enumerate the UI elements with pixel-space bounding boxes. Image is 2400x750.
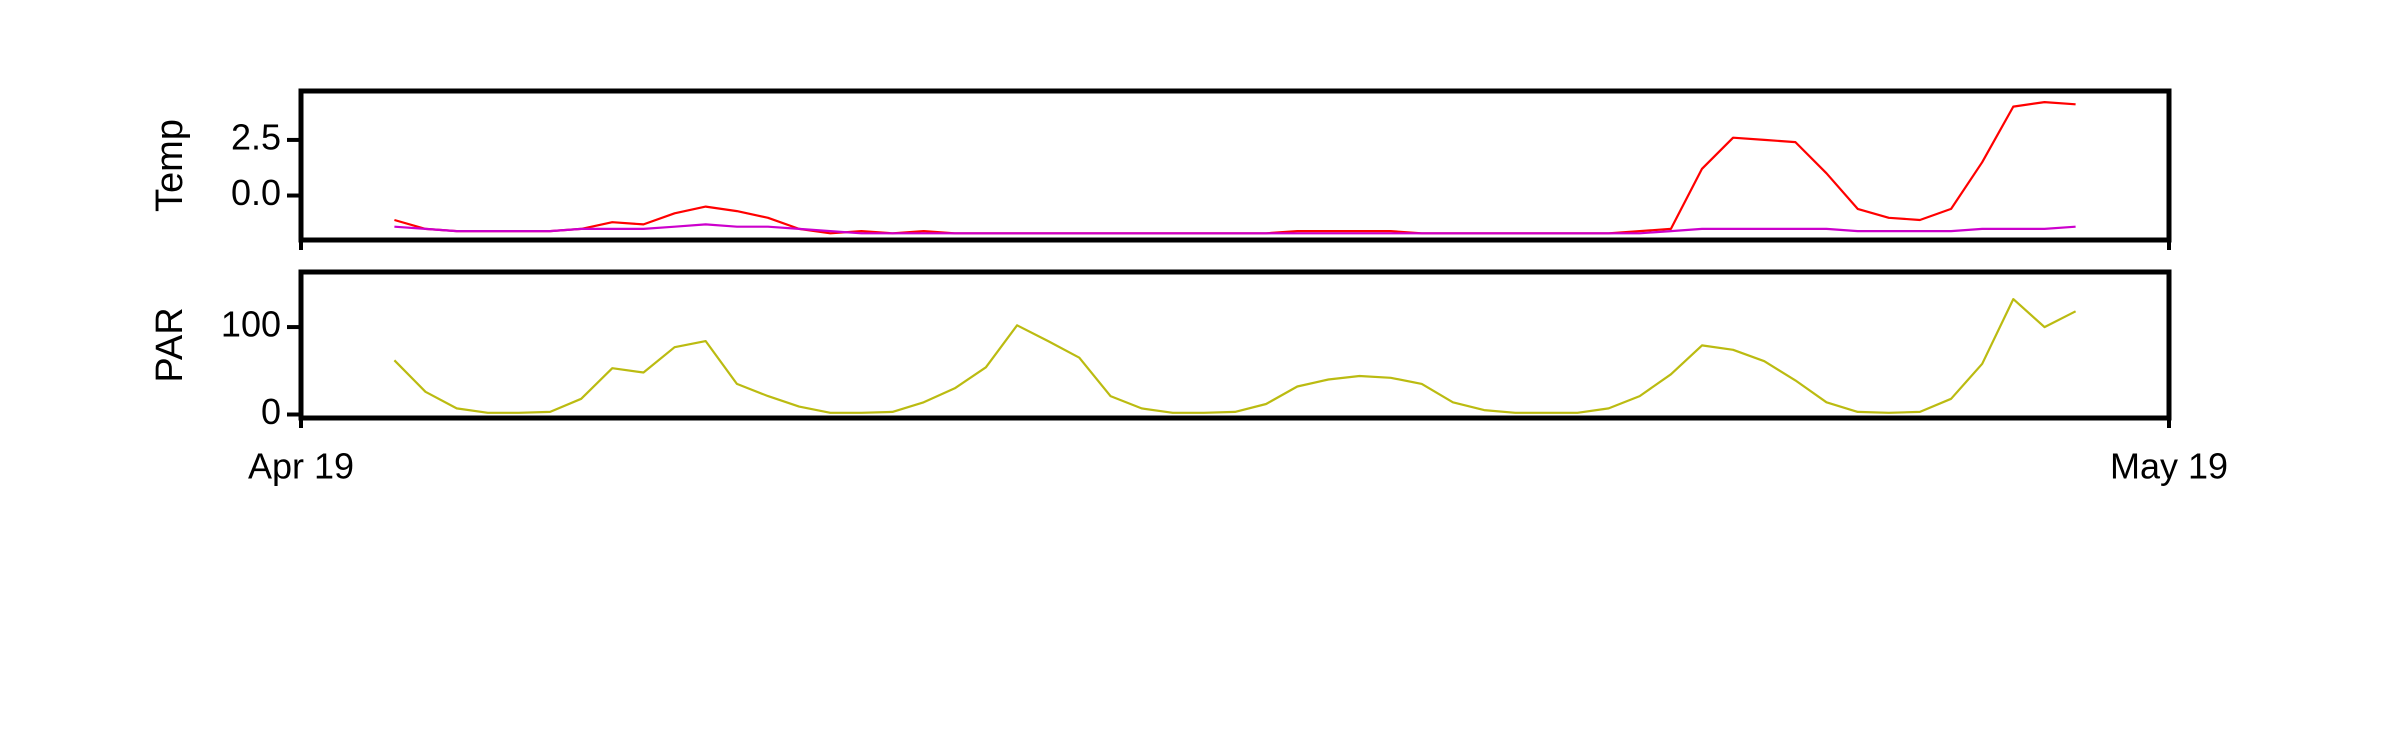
y-tick-label: 2.5 — [231, 116, 281, 157]
x-tick-label: May 19 — [2110, 446, 2228, 487]
data-line — [393, 298, 2077, 414]
x-tick-label: Apr 19 — [248, 446, 354, 487]
y-tick-label: 0 — [261, 391, 281, 432]
y-tick-label: 100 — [221, 304, 281, 345]
y-axis-label: Temp — [149, 119, 191, 212]
axes-frame — [298, 88, 2172, 243]
y-axis-label: PAR — [149, 307, 191, 382]
axes-frame — [298, 269, 2172, 421]
data-line — [394, 223, 2076, 235]
data-line — [394, 101, 2076, 235]
y-tick-label: 0.0 — [231, 172, 281, 213]
